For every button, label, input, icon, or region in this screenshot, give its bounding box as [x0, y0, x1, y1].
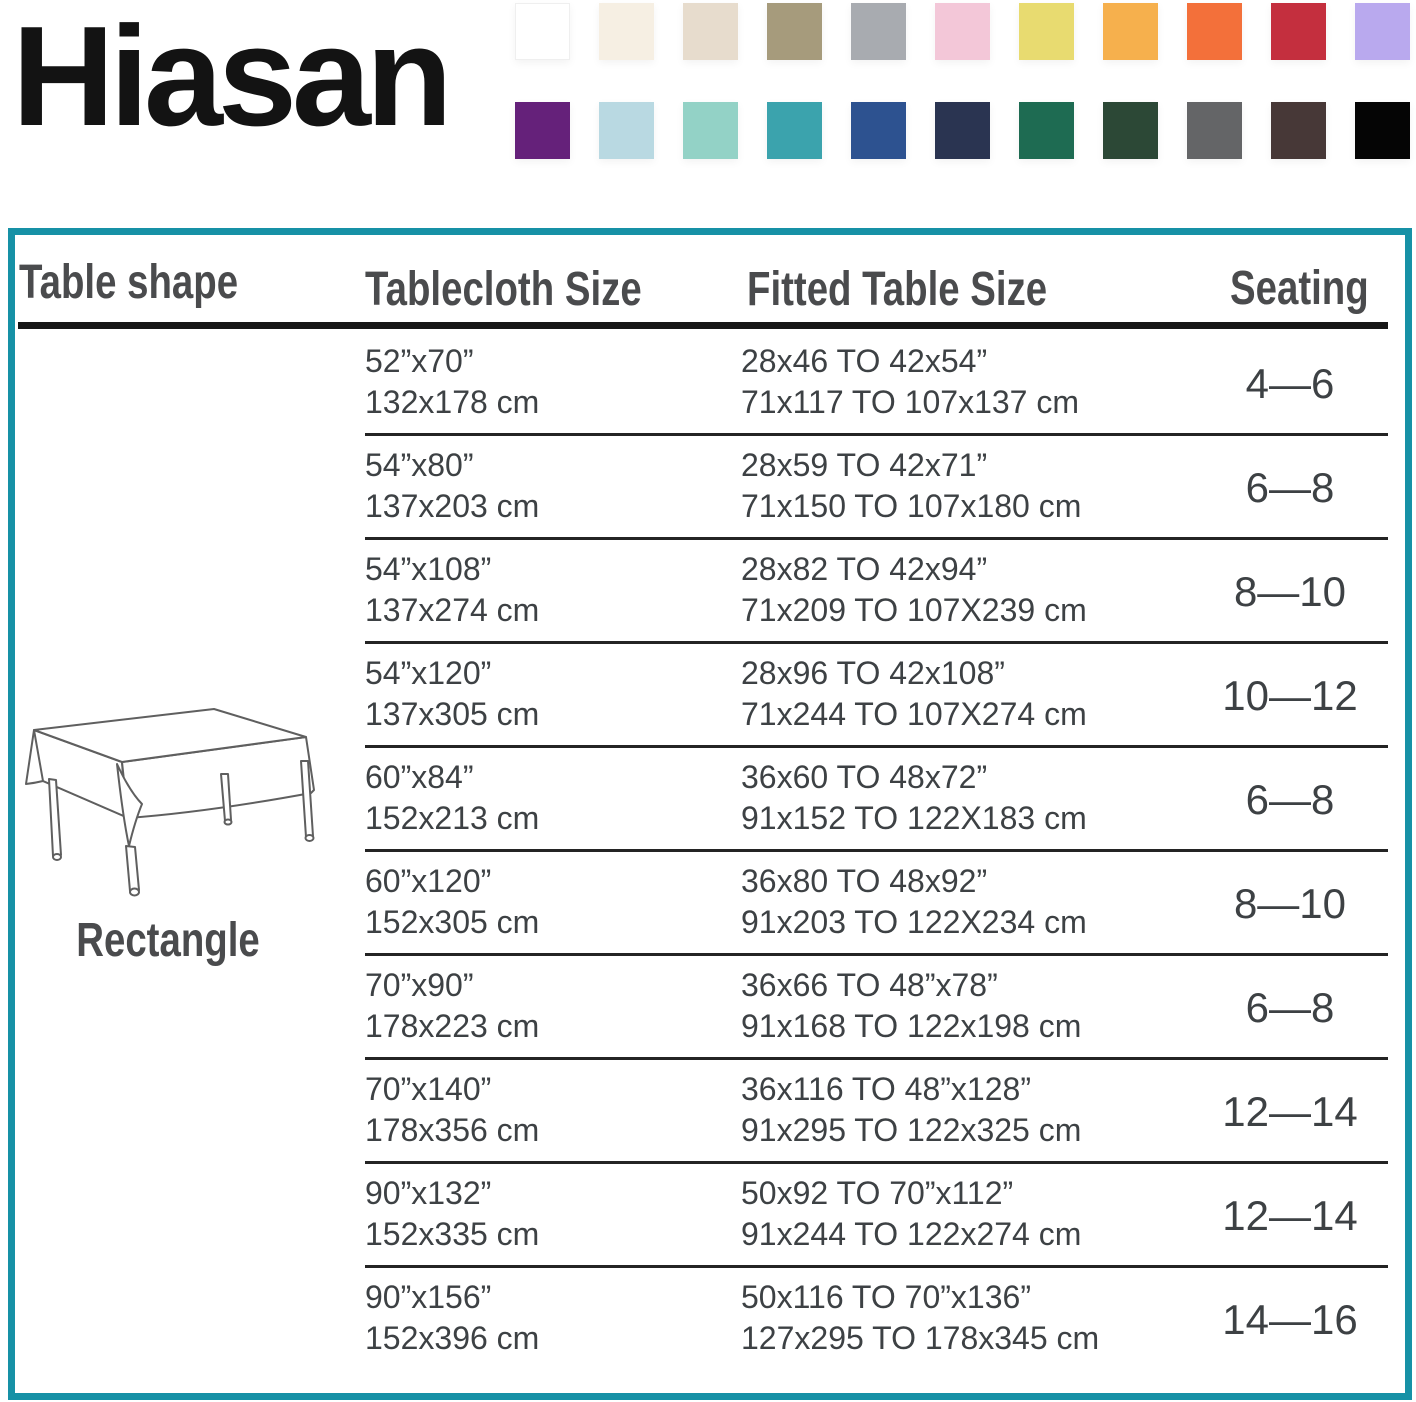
swatch-pink — [935, 3, 990, 60]
table-row: 60”x84” 152x213 cm 36x60 TO 48x72” 91x152 T… — [15, 748, 1405, 852]
tablecloth-size-in: 70”x90” — [365, 967, 474, 1003]
fitted-size-cm: 71x244 TO 107X274 cm — [741, 696, 1087, 732]
swatch-dark-brown — [1271, 102, 1326, 159]
tablecloth-size-cm: 152x305 cm — [365, 904, 540, 940]
fitted-size-cm: 71x209 TO 107X239 cm — [741, 592, 1087, 628]
fitted-size-cm: 91x244 TO 122x274 cm — [741, 1216, 1082, 1252]
swatch-blue — [851, 102, 906, 159]
tablecloth-size-in: 70”x140” — [365, 1071, 492, 1107]
fitted-size-cm: 71x150 TO 107x180 cm — [741, 488, 1082, 524]
swatch-black — [1355, 102, 1410, 159]
tablecloth-size-in: 54”x108” — [365, 551, 492, 587]
tablecloth-size-cm: 137x274 cm — [365, 592, 540, 628]
swatch-yellow — [1019, 3, 1074, 60]
tablecloth-size-in: 90”x132” — [365, 1175, 492, 1211]
seating-value: 4—6 — [1245, 360, 1335, 407]
header-divider — [18, 322, 1388, 329]
tablecloth-size-cm: 178x356 cm — [365, 1112, 540, 1148]
swatch-teal — [767, 102, 822, 159]
tablecloth-size-cm: 132x178 cm — [365, 384, 540, 420]
size-rows: 52”x70” 132x178 cm 28x46 TO 42x54” 71x117 T… — [15, 332, 1405, 1393]
tablecloth-size-in: 52”x70” — [365, 343, 474, 379]
swatch-dark-gray — [1187, 102, 1242, 159]
table-row: 54”x120” 137x305 cm 28x96 TO 42x108” 71x244… — [15, 644, 1405, 748]
fitted-size-cm: 91x152 TO 122X183 cm — [741, 800, 1087, 836]
tablecloth-size-in: 90”x156” — [365, 1279, 492, 1315]
column-header-tablecloth-size: Tablecloth Size — [365, 263, 642, 316]
tablecloth-size-in: 60”x84” — [365, 759, 474, 795]
fitted-size-in: 28x82 TO 42x94” — [741, 551, 988, 587]
table-row: 90”x132” 152x335 cm 50x92 TO 70”x112” 91x24… — [15, 1164, 1405, 1268]
table-row: 54”x80” 137x203 cm 28x59 TO 42x71” 71x150 T… — [15, 436, 1405, 540]
fitted-size-in: 50x116 TO 70”x136” — [741, 1279, 1031, 1315]
fitted-size-in: 36x116 TO 48”x128” — [741, 1071, 1031, 1107]
fitted-size-in: 36x60 TO 48x72” — [741, 759, 988, 795]
rectangle-table-icon — [25, 708, 315, 897]
seating-value: 6—8 — [1245, 776, 1335, 823]
swatch-dark-green — [1103, 102, 1158, 159]
seating-value: 12—14 — [1222, 1088, 1358, 1135]
tablecloth-size-cm: 178x223 cm — [365, 1008, 540, 1044]
seating-value: 6—8 — [1245, 984, 1335, 1031]
fitted-size-in: 36x66 TO 48”x78” — [741, 967, 998, 1003]
fitted-size-in: 36x80 TO 48x92” — [741, 863, 988, 899]
table-row: 52”x70” 132x178 cm 28x46 TO 42x54” 71x117 T… — [15, 332, 1405, 436]
seating-value: 8—10 — [1233, 568, 1347, 615]
table-row: 90”x156” 152x396 cm 50x116 TO 70”x136” 127x… — [15, 1268, 1405, 1393]
column-header-seating: Seating — [1230, 262, 1369, 315]
swatch-light-blue — [599, 102, 654, 159]
fitted-size-cm: 91x295 TO 122x325 cm — [741, 1112, 1082, 1148]
fitted-size-cm: 91x203 TO 122X234 cm — [741, 904, 1087, 940]
tablecloth-size-cm: 137x203 cm — [365, 488, 540, 524]
seating-value: 12—14 — [1222, 1192, 1358, 1239]
swatch-ivory — [599, 3, 654, 60]
table-row: 70”x140” 178x356 cm 36x116 TO 48”x128” 91x2… — [15, 1060, 1405, 1164]
swatch-lavender — [1355, 3, 1410, 60]
table-row: 54”x108” 137x274 cm 28x82 TO 42x94” 71x209 … — [15, 540, 1405, 644]
shape-label: Rectangle — [76, 914, 260, 967]
fitted-size-cm: 127x295 TO 178x345 cm — [741, 1320, 1100, 1356]
brand-logo: Hiasan — [12, 0, 453, 156]
swatch-red — [1271, 3, 1326, 60]
swatch-green — [1019, 102, 1074, 159]
column-header-table-shape: Table shape — [19, 256, 239, 309]
tablecloth-size-cm: 152x213 cm — [365, 800, 540, 836]
swatch-aqua — [683, 102, 738, 159]
swatch-purple — [515, 102, 570, 159]
swatch-white — [515, 3, 570, 60]
seating-value: 14—16 — [1222, 1296, 1358, 1343]
swatch-navy — [935, 102, 990, 159]
swatch-orange — [1187, 3, 1242, 60]
fitted-size-cm: 71x117 TO 107x137 cm — [741, 384, 1079, 420]
table-row: 70”x90” 178x223 cm 36x66 TO 48”x78” 91x168 … — [15, 956, 1405, 1060]
fitted-size-in: 50x92 TO 70”x112” — [741, 1175, 1014, 1211]
seating-value: 6—8 — [1245, 464, 1335, 511]
tablecloth-size-in: 60”x120” — [365, 863, 492, 899]
fitted-size-in: 28x59 TO 42x71” — [741, 447, 988, 483]
swatch-orange-yellow — [1103, 3, 1158, 60]
tablecloth-size-in: 54”x80” — [365, 447, 474, 483]
tablecloth-size-in: 54”x120” — [365, 655, 492, 691]
swatch-beige — [683, 3, 738, 60]
column-header-fitted-size: Fitted Table Size — [747, 263, 1048, 316]
size-chart: Table shape Tablecloth Size Fitted Table… — [8, 228, 1412, 1400]
fitted-size-cm: 91x168 TO 122x198 cm — [741, 1008, 1082, 1044]
seating-value: 8—10 — [1233, 880, 1347, 927]
table-row: 60”x120” 152x305 cm 36x80 TO 48x92” 91x203 … — [15, 852, 1405, 956]
swatch-gray — [851, 3, 906, 60]
tablecloth-size-cm: 137x305 cm — [365, 696, 540, 732]
fitted-size-in: 28x46 TO 42x54” — [741, 343, 988, 379]
fitted-size-in: 28x96 TO 42x108” — [741, 655, 1005, 691]
seating-value: 10—12 — [1222, 672, 1358, 719]
tablecloth-size-cm: 152x335 cm — [365, 1216, 540, 1252]
swatch-khaki — [767, 3, 822, 60]
tablecloth-size-cm: 152x396 cm — [365, 1320, 540, 1356]
